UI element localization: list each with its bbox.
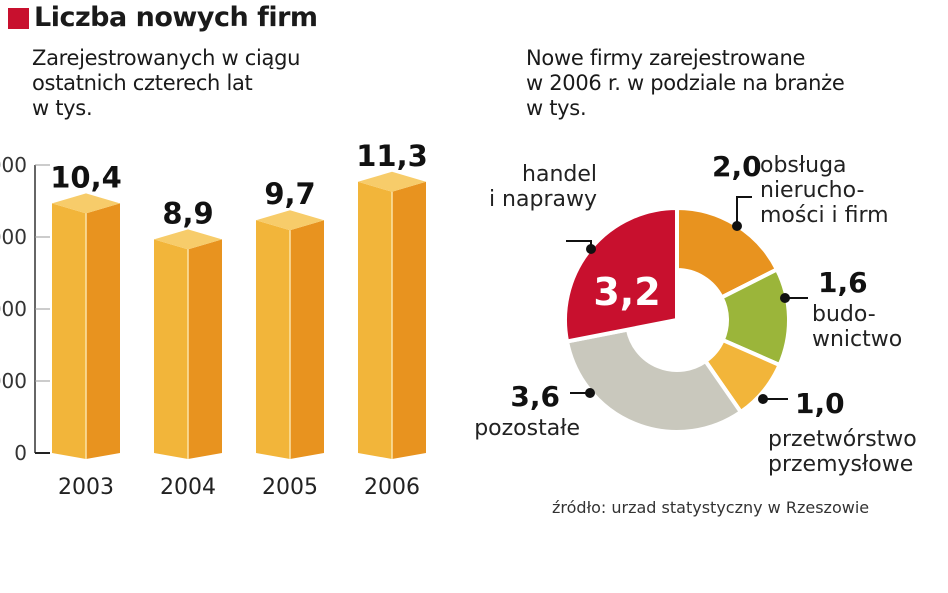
bar-top [256,210,324,231]
pie-subtitle: Nowe firmy zarejestrowane w 2006 r. w po… [526,46,845,120]
bar-side [188,239,222,459]
bar-top [52,193,120,214]
bar-front [52,203,86,459]
bar-subtitle: Zarejestrowanych w ciągu ostatnich czter… [32,46,301,120]
bar-side [392,181,426,460]
bar-side [86,203,120,459]
bar-side [290,220,324,459]
slice-value-label: 1,0 [795,387,845,420]
leader-dot [586,244,596,254]
source-note: źródło: urzad statystyczny w Rzeszowie [552,498,870,517]
bar-value-label: 11,3 [356,139,428,173]
bar-value-label: 10,4 [50,160,122,194]
slice-value-label: 1,6 [818,266,868,299]
bar-top [154,229,222,250]
leader-dot [732,221,742,231]
slice-value-label: 3,6 [510,380,560,413]
page-title: Liczba nowych firm [34,2,318,33]
slice-category-label: pozostałe [474,416,580,441]
leader-dot [585,388,595,398]
x-tick-label: 2003 [58,475,114,500]
bar-front [256,220,290,459]
x-tick-label: 2006 [364,475,420,500]
bar-front [154,239,188,459]
x-tick-label: 2005 [262,475,318,500]
bar-value-label: 9,7 [264,177,315,211]
slice-category-label: przetwórstwo przemysłowe [768,427,917,477]
slice-category-label: handel i naprawy [489,162,597,212]
x-tick-label: 2004 [160,475,216,500]
bar-value-label: 8,9 [162,196,213,230]
leader-line [736,196,752,226]
y-tick-label: 12000 [0,153,27,177]
bar-front [358,181,392,460]
leader-dot [758,394,768,404]
slice-value-label: 3,2 [593,270,660,314]
leader-dot [780,293,790,303]
slice-value-label: 2,0 [712,150,762,183]
title-marker [8,8,29,29]
y-tick-label: 6000 [0,297,27,321]
y-tick-label: 3000 [0,369,27,393]
slice-category-label: obsługa nierucho-mości i firm [760,153,889,228]
y-tick-label: 0 [14,441,27,465]
pie-slice [564,327,744,434]
bar-top [358,171,426,192]
slice-category-label: budo-wnictwo [812,302,902,352]
y-tick-label: 9000 [0,225,27,249]
